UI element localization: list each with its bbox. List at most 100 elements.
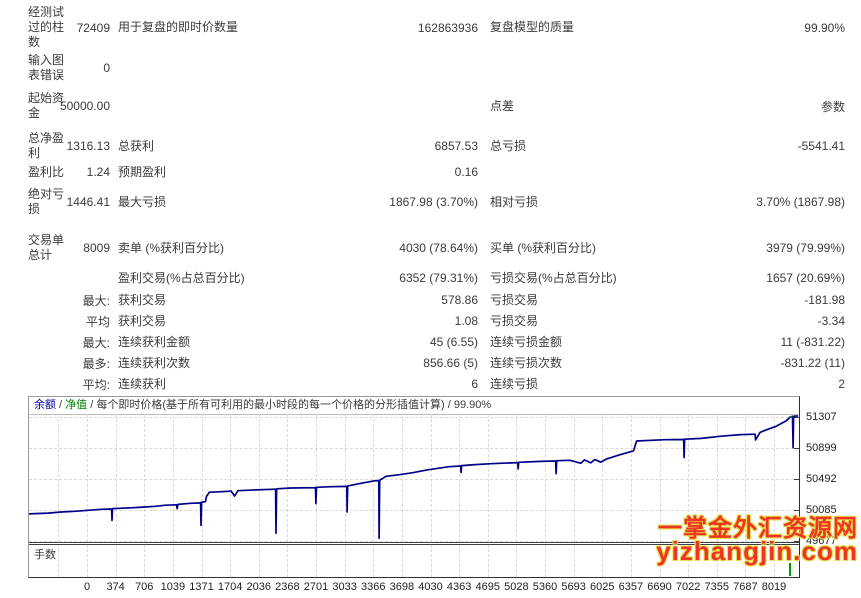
legend-separator: / xyxy=(87,399,97,411)
chart-legend: 余额 / 净值 / 每个即时价格(基于所有可利用的最小时段的每一个价格的分形插值… xyxy=(29,397,799,415)
stat-value: -3.34 xyxy=(817,314,845,328)
stat-value: 2 xyxy=(838,377,845,391)
stat-label: 连续获利 xyxy=(118,376,167,391)
x-axis-label: 4030 xyxy=(418,581,443,593)
stat-label: 最大: xyxy=(82,335,110,350)
table-row: 最多: 连续获利次数 856.66 (5) 连续亏损次数 -831.22 (11… xyxy=(28,354,845,372)
grid-line-horizontal xyxy=(29,448,799,449)
grid-line-horizontal xyxy=(29,510,799,511)
table-row: 最大: 连续获利金额 45 (6.55) 连续亏损金额 11 (-831.22) xyxy=(28,333,845,351)
table-row: 盈利交易(%占总百分比) 6352 (79.31%) 亏损交易(%占总百分比) … xyxy=(28,269,845,287)
grid-line-vertical xyxy=(373,414,375,577)
lots-pane-label: 手数 xyxy=(34,549,56,561)
stat-label: 最大: xyxy=(82,293,110,308)
stat-value: 0.16 xyxy=(454,165,478,179)
stat-value: 6857.53 xyxy=(434,139,478,153)
stat-label: 盈利比 xyxy=(28,164,65,179)
stat-label: 交易单总计 xyxy=(28,233,65,262)
equity-chart: 余额 / 净值 / 每个即时价格(基于所有可利用的最小时段的每一个价格的分形插值… xyxy=(28,396,837,593)
grid-line-vertical xyxy=(745,414,747,577)
table-row: 盈利比 1.24 预期盈利 0.16 xyxy=(28,163,845,181)
grid-line-vertical xyxy=(230,414,232,577)
grid-line-vertical xyxy=(659,414,661,577)
table-row: 经测试过的柱数 72409 用于复盘的即时价数量 162863936 复盘模型的… xyxy=(28,4,845,51)
legend-separator: / xyxy=(56,399,66,411)
stat-label: 总获利 xyxy=(118,138,155,153)
x-axis-label: 7687 xyxy=(733,581,758,593)
grid-line-vertical xyxy=(573,414,575,577)
grid-line-vertical xyxy=(258,414,260,577)
stat-value: 8009 xyxy=(83,241,110,255)
legend-quality-value: 99.90% xyxy=(453,399,492,411)
stat-label: 连续获利金额 xyxy=(118,334,191,349)
stat-value: 72409 xyxy=(76,20,110,35)
grid-line-vertical xyxy=(545,414,546,577)
stat-label: 起始资金 xyxy=(28,91,65,120)
backtest-report-table: 经测试过的柱数 72409 用于复盘的即时价数量 162863936 复盘模型的… xyxy=(28,4,845,392)
y-axis-tick xyxy=(794,448,799,449)
x-axis-label: 6690 xyxy=(647,581,672,593)
x-axis-label: 6357 xyxy=(618,581,644,593)
balance-line xyxy=(29,415,799,540)
x-axis-label: 5360 xyxy=(532,581,558,593)
equity-line xyxy=(790,415,793,418)
stat-label: 预期盈利 xyxy=(118,164,167,179)
stat-value: 1657 (20.69%) xyxy=(766,271,845,285)
stat-value: 162863936 xyxy=(417,20,478,35)
stat-label: 连续亏损金额 xyxy=(490,334,563,349)
watermark-site-url: yizhangjin.com xyxy=(656,536,858,566)
table-row: 交易单总计 8009 卖单 (%获利百分比) 4030 (78.64%) 买单 … xyxy=(28,233,845,263)
y-axis-label: 49677 xyxy=(806,535,837,547)
x-axis-label: 2701 xyxy=(303,581,329,593)
grid-line-horizontal xyxy=(29,479,799,480)
stat-value: 856.66 (5) xyxy=(423,356,478,370)
x-axis-label: 4363 xyxy=(446,581,472,593)
stat-label: 复盘模型的质量 xyxy=(490,20,575,34)
stat-value: 1316.13 xyxy=(66,139,110,153)
grid-line-vertical xyxy=(716,414,718,577)
stat-label: 绝对亏损 xyxy=(28,187,65,216)
x-axis-label: 5028 xyxy=(504,581,529,593)
table-row: 最大: 获利交易 578.86 亏损交易 -181.98 xyxy=(28,291,845,309)
x-axis-label: 3033 xyxy=(332,581,357,593)
stat-label: 经测试过的柱数 xyxy=(28,5,65,49)
stat-value: 1.08 xyxy=(454,314,478,328)
grid-line-vertical xyxy=(172,414,174,577)
grid-line-vertical xyxy=(287,414,289,577)
grid-line-vertical xyxy=(688,414,690,577)
y-axis-tick xyxy=(794,479,799,480)
x-axis-label: 2368 xyxy=(275,581,300,593)
stat-label: 连续亏损次数 xyxy=(490,355,563,370)
grid-line-vertical xyxy=(144,414,146,577)
legend-balance-label: 余额 xyxy=(34,399,56,411)
y-axis-label: 50899 xyxy=(806,442,837,454)
grid-line-horizontal xyxy=(29,541,799,542)
stat-label: 卖单 (%获利百分比) xyxy=(118,240,224,255)
y-axis-tick xyxy=(794,510,799,511)
stat-label: 总亏损 xyxy=(490,138,527,153)
table-row: 平均 获利交易 1.08 亏损交易 -3.34 xyxy=(28,312,845,330)
grid-line-vertical xyxy=(115,414,117,577)
table-row: 起始资金 50000.00 点差 参数 xyxy=(28,91,845,121)
grid-line-vertical xyxy=(58,414,60,577)
table-row: 绝对亏损 1446.41 最大亏损 1867.98 (3.70%) 相对亏损 3… xyxy=(28,187,845,217)
stat-label: 亏损交易 xyxy=(490,313,539,328)
grid-line-vertical xyxy=(344,414,346,577)
grid-line-vertical xyxy=(630,414,632,577)
stat-value: 99.90% xyxy=(804,20,845,35)
grid-line-vertical xyxy=(401,414,403,577)
stat-label: 用于复盘的即时价数量 xyxy=(118,20,239,34)
stat-value: 1.24 xyxy=(86,165,110,179)
x-axis-label: 3698 xyxy=(389,581,415,593)
stat-value: 50000.00 xyxy=(59,99,110,113)
lots-green-mark xyxy=(789,563,791,576)
stat-value: 3979 (79.99%) xyxy=(766,241,845,255)
table-row: 总净盈利 1316.13 总获利 6857.53 总亏损 -5541.41 xyxy=(28,131,845,161)
y-axis-label: 50492 xyxy=(806,473,837,485)
stat-value: 45 (6.55) xyxy=(429,335,478,349)
stat-label: 亏损交易(%占总百分比) xyxy=(490,270,617,285)
stat-value: 3.70% (1867.98) xyxy=(756,195,845,209)
grid-line-vertical xyxy=(487,414,489,577)
x-axis-label: 8019 xyxy=(761,581,787,593)
x-axis-label: 5693 xyxy=(561,581,586,593)
